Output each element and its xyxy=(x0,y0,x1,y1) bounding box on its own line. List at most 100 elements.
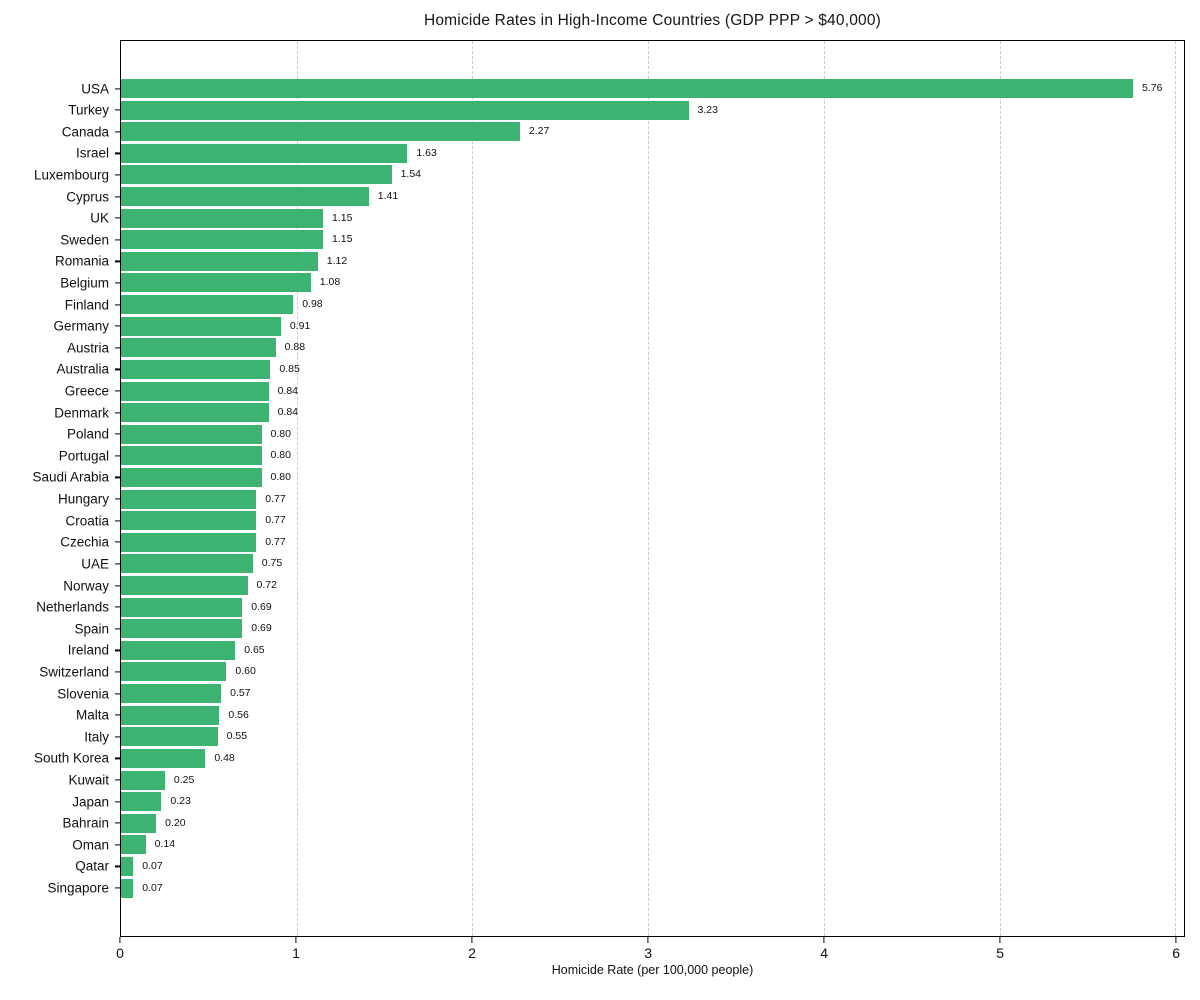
category-label: Poland xyxy=(66,426,109,442)
category-label: Turkey xyxy=(68,102,109,118)
bar-row: Denmark 0.84 xyxy=(54,403,1184,423)
y-tick-mark xyxy=(115,498,121,500)
x-tick-mark xyxy=(999,937,1001,943)
value-label: 0.57 xyxy=(230,687,251,700)
value-label: 1.15 xyxy=(332,211,353,224)
category-label: Malta xyxy=(75,707,109,723)
value-label: 0.80 xyxy=(270,427,291,440)
category-label: Austria xyxy=(66,340,109,356)
category-label: Slovenia xyxy=(57,686,109,702)
bar xyxy=(121,705,220,725)
bar-row: Greece 0.84 xyxy=(65,381,1184,401)
chart-title: Homicide Rates in High-Income Countries … xyxy=(423,12,882,29)
bar xyxy=(121,619,243,639)
bar-row: Poland 0.80 xyxy=(67,424,1184,444)
y-tick-mark xyxy=(115,390,121,392)
grid-line-x5 xyxy=(999,41,1001,936)
y-tick-mark xyxy=(115,692,121,695)
value-label: 0.98 xyxy=(302,298,323,311)
bar-row: Sweden 1.15 xyxy=(60,230,1184,250)
category-label: Portugal xyxy=(58,448,109,464)
bar xyxy=(121,143,408,163)
y-tick-mark xyxy=(115,433,121,435)
x-axis-label: Homicide Rate (per 100,000 people) xyxy=(551,963,754,977)
bar xyxy=(121,295,294,315)
category-label: Japan xyxy=(72,794,109,810)
y-tick-mark xyxy=(115,714,121,716)
y-tick-mark xyxy=(115,87,121,90)
bar-row: Canada 2.27 xyxy=(62,122,1184,142)
value-label: 0.77 xyxy=(265,514,286,527)
value-label: 0.75 xyxy=(261,557,283,570)
category-label: UAE xyxy=(81,556,109,572)
value-label: 2.27 xyxy=(528,125,550,138)
bar-row: Netherlands 0.69 xyxy=(36,597,1184,617)
bar-row: USA 5.76 xyxy=(81,79,1184,98)
bar-row: UAE 0.75 xyxy=(81,554,1184,574)
value-label: 0.80 xyxy=(270,470,291,483)
x-tick-mark xyxy=(823,937,825,943)
value-label: 0.20 xyxy=(165,816,186,829)
category-label: Czechia xyxy=(60,534,109,550)
category-label: Switzerland xyxy=(39,664,109,680)
bar-row: Luxembourg 1.54 xyxy=(34,165,1184,185)
y-tick-mark xyxy=(115,412,121,414)
y-tick-mark xyxy=(115,801,121,803)
value-label: 0.14 xyxy=(154,838,176,851)
bar-row: Hungary 0.77 xyxy=(58,489,1184,509)
bar xyxy=(121,597,243,617)
grid-line-x6 xyxy=(1175,41,1177,936)
bar-row: Ireland 0.65 xyxy=(68,640,1184,660)
bar xyxy=(121,100,689,120)
value-label: 0.23 xyxy=(170,795,191,808)
bar xyxy=(121,813,157,833)
category-label: Germany xyxy=(53,318,109,334)
bar-row: Slovenia 0.57 xyxy=(57,684,1184,704)
category-label: Italy xyxy=(84,729,109,745)
y-tick-mark xyxy=(115,779,121,781)
y-tick-mark xyxy=(115,174,121,176)
bar xyxy=(121,338,276,358)
y-tick-mark xyxy=(115,109,121,111)
bar xyxy=(121,640,236,660)
bar xyxy=(121,532,257,552)
bar xyxy=(121,79,1134,98)
y-tick-mark xyxy=(115,628,121,630)
y-tick-mark xyxy=(115,757,121,759)
bar-row: Croatia 0.77 xyxy=(65,511,1184,531)
y-tick-mark xyxy=(115,368,121,371)
category-label: Australia xyxy=(56,361,109,377)
y-tick-mark xyxy=(115,671,121,673)
bar xyxy=(121,122,520,142)
y-tick-mark xyxy=(115,606,121,608)
value-label: 0.72 xyxy=(256,579,277,592)
value-label: 0.77 xyxy=(265,492,286,505)
category-label: Sweden xyxy=(60,232,109,248)
y-tick-mark xyxy=(115,282,121,284)
bar-row: Oman 0.14 xyxy=(72,835,1184,855)
bar xyxy=(121,316,281,336)
y-tick-mark xyxy=(115,195,121,198)
bar xyxy=(121,489,257,509)
x-tick-mark xyxy=(295,937,297,943)
y-tick-mark xyxy=(115,347,121,349)
y-tick-mark xyxy=(115,736,121,738)
bar xyxy=(121,424,262,444)
bar-row: Norway 0.72 xyxy=(63,576,1184,596)
y-tick-mark xyxy=(115,584,121,587)
value-label: 0.77 xyxy=(265,535,286,548)
y-tick-mark xyxy=(115,239,121,241)
value-label: 5.76 xyxy=(1142,82,1163,94)
bar-row: Italy 0.55 xyxy=(84,727,1184,747)
grid-line-x1 xyxy=(296,41,298,936)
bar-row: Bahrain 0.20 xyxy=(62,813,1184,833)
y-tick-mark xyxy=(115,152,121,154)
bar-row: Finland 0.98 xyxy=(65,295,1184,315)
category-label: Croatia xyxy=(65,513,109,529)
x-tick-mark xyxy=(119,937,121,943)
bar-row: Czechia 0.77 xyxy=(60,532,1184,552)
category-label: Singapore xyxy=(47,880,109,896)
bar xyxy=(121,403,269,423)
bar-row: Saudi Arabia 0.80 xyxy=(32,467,1184,487)
